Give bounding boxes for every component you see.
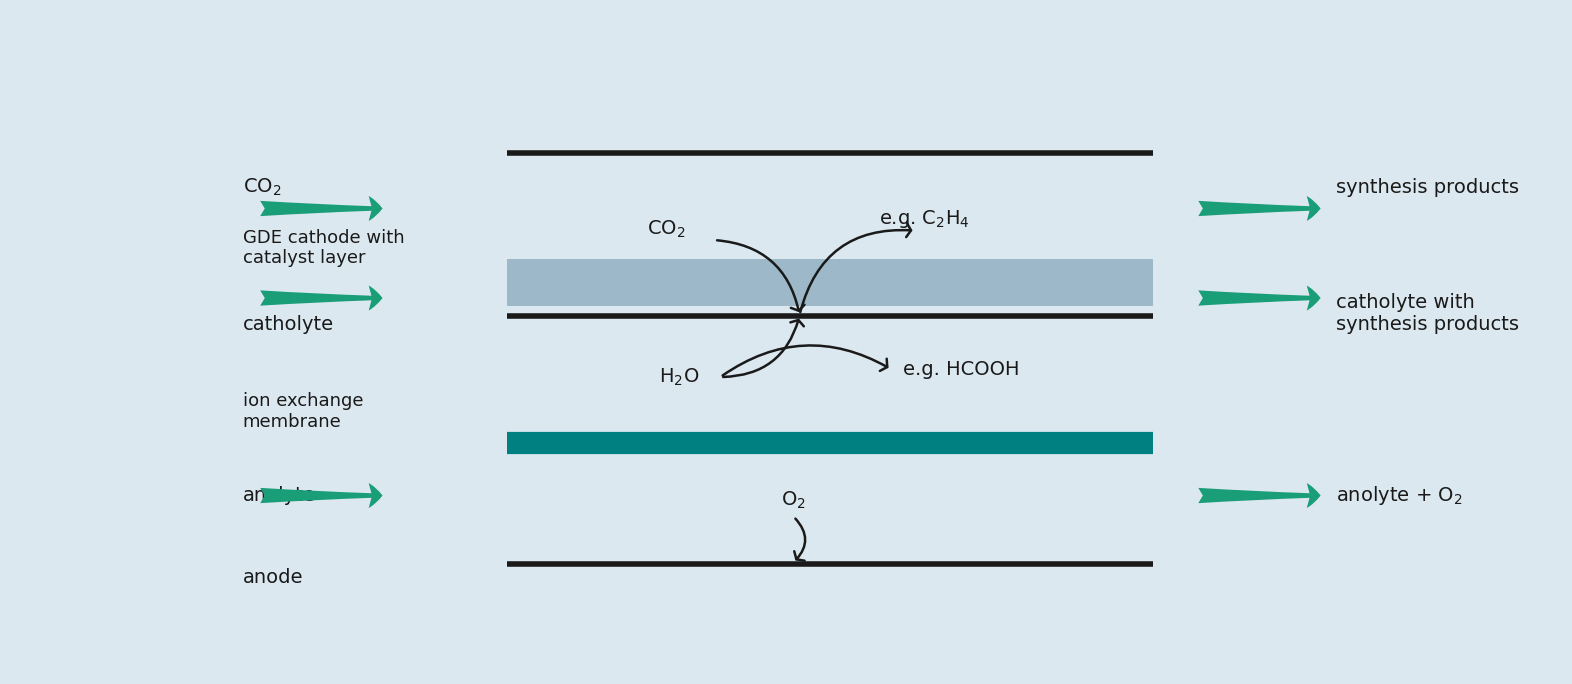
Text: catholyte: catholyte bbox=[242, 315, 333, 334]
Text: anode: anode bbox=[242, 568, 303, 587]
Text: O$_2$: O$_2$ bbox=[781, 490, 806, 512]
Text: anolyte + O$_2$: anolyte + O$_2$ bbox=[1336, 484, 1462, 507]
Text: anolyte: anolyte bbox=[242, 486, 316, 505]
Text: synthesis products: synthesis products bbox=[1336, 178, 1519, 197]
Text: e.g. C$_2$H$_4$: e.g. C$_2$H$_4$ bbox=[879, 208, 970, 230]
Text: GDE cathode with
catalyst layer: GDE cathode with catalyst layer bbox=[242, 228, 404, 267]
Text: catholyte with
synthesis products: catholyte with synthesis products bbox=[1336, 293, 1519, 334]
Text: CO$_2$: CO$_2$ bbox=[648, 219, 685, 240]
Text: e.g. HCOOH: e.g. HCOOH bbox=[902, 360, 1020, 379]
Text: CO$_2$: CO$_2$ bbox=[242, 176, 281, 198]
Text: H$_2$O: H$_2$O bbox=[660, 367, 700, 388]
Text: ion exchange
membrane: ion exchange membrane bbox=[242, 392, 363, 431]
Bar bbox=[508, 259, 1152, 306]
